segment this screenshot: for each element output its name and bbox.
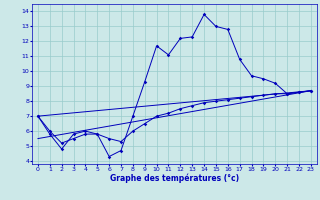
X-axis label: Graphe des températures (°c): Graphe des températures (°c): [110, 173, 239, 183]
